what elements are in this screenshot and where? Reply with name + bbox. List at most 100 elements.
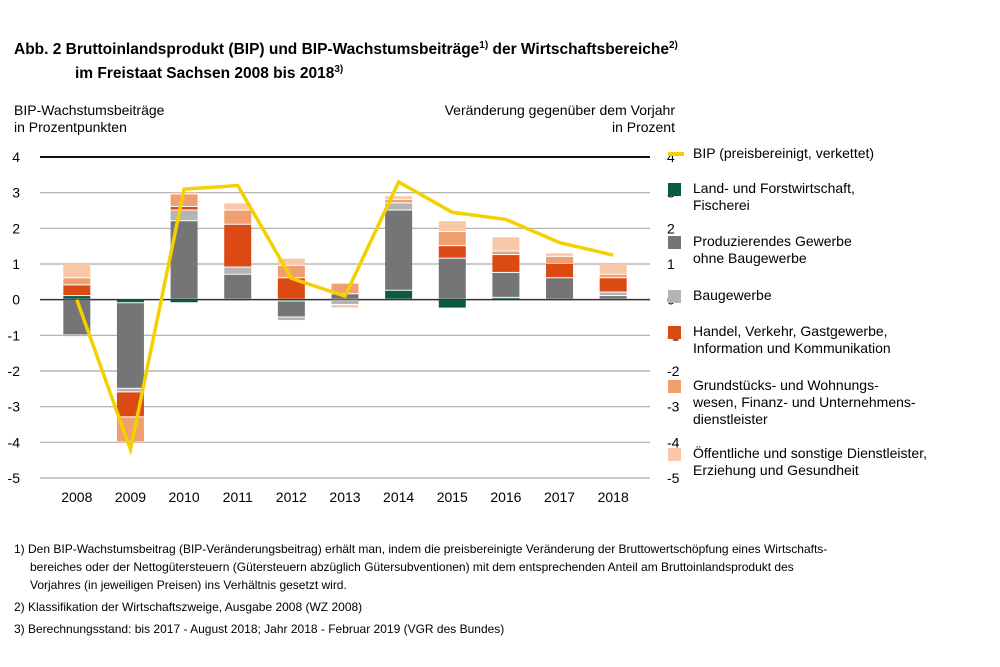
y-tick-label-left: -1 xyxy=(8,327,21,343)
x-tick-label: 2008 xyxy=(61,489,92,505)
bar-segment xyxy=(546,256,574,263)
legend-label: Handel, Verkehr, Gastgewerbe, xyxy=(693,323,888,339)
bar-segment xyxy=(599,264,627,274)
bar-segment xyxy=(438,221,466,231)
y-tick-label-left: -5 xyxy=(8,470,21,486)
legend-label: Information und Kommunikation xyxy=(693,340,891,356)
footnote: 2) Klassifikation der Wirtschaftszweige,… xyxy=(14,600,363,614)
legend-label: Erziehung und Gesundheit xyxy=(693,462,859,478)
y-axis-left-label: BIP-Wachstumsbeiträge in Prozentpunkten xyxy=(14,102,165,135)
bar-segment xyxy=(63,285,91,296)
bar-segment xyxy=(224,267,252,274)
bar-segment xyxy=(170,206,198,210)
bar-segment xyxy=(385,290,413,299)
bar-segment xyxy=(331,305,359,308)
footnote: Vorjahres (in jeweiligen Preisen) ins Ve… xyxy=(30,578,347,592)
x-tick-label: 2010 xyxy=(169,489,200,505)
x-tick-label: 2014 xyxy=(383,489,414,505)
bar-segment xyxy=(385,199,413,203)
bar-segment xyxy=(116,303,144,388)
y-tick-label-left: 3 xyxy=(12,185,20,201)
footnote: 1) Den BIP-Wachstumsbeitrag (BIP-Verände… xyxy=(14,542,828,556)
chart-plot: -5-5-4-4-3-3-2-2-1-100112233442008200920… xyxy=(8,149,680,505)
bar-segment xyxy=(492,297,520,299)
bar-segment xyxy=(599,296,627,299)
y-tick-label-left: -3 xyxy=(8,399,21,415)
legend-label: Baugewerbe xyxy=(693,287,772,303)
bar-segment xyxy=(116,388,144,392)
legend-label: dienstleister xyxy=(693,411,768,427)
y-tick-label-right: -2 xyxy=(667,363,680,379)
bar-segment xyxy=(277,265,305,278)
y-tick-label-right: 2 xyxy=(667,220,675,236)
y-axis-right-label: Veränderung gegenüber dem Vorjahr in Proz… xyxy=(444,102,675,135)
legend-label: wesen, Finanz- und Unternehmens- xyxy=(693,394,916,410)
y-tick-label-right: -5 xyxy=(667,470,680,486)
bar-segment xyxy=(224,203,252,210)
legend-label: Öffentliche und sonstige Dienstleister, xyxy=(693,445,927,461)
bar-segment xyxy=(438,299,466,308)
bar-segment xyxy=(63,264,91,278)
y-tick-label-right: 4 xyxy=(667,149,675,165)
bar-segment xyxy=(331,299,359,305)
bar-segment xyxy=(385,210,413,290)
legend-swatch xyxy=(668,326,681,339)
x-tick-label: 2009 xyxy=(115,489,146,505)
bar-segment xyxy=(170,210,198,221)
bar-segment xyxy=(438,246,466,258)
legend-swatch xyxy=(668,183,681,196)
bar-segment xyxy=(63,335,91,337)
x-tick-label: 2018 xyxy=(598,489,629,505)
y-tick-label-right: 1 xyxy=(667,256,675,272)
y-tick-label-left: 1 xyxy=(12,256,20,272)
bar-segment xyxy=(277,301,305,317)
legend-label: Grundstücks- und Wohnungs- xyxy=(693,377,879,393)
x-tick-label: 2016 xyxy=(490,489,521,505)
bar-segment xyxy=(599,274,627,278)
footnote: 3) Berechnungsstand: bis 2017 - August 2… xyxy=(14,622,505,636)
legend-label: Land- und Forstwirtschaft, xyxy=(693,180,855,196)
legend-swatch xyxy=(668,448,681,461)
legend-label: BIP (preisbereinigt, verkettet) xyxy=(693,145,875,161)
x-tick-label: 2017 xyxy=(544,489,575,505)
bar-segment xyxy=(331,283,359,294)
footnote: bereiches oder der Nettogütersteuern (Gü… xyxy=(30,560,794,574)
bar-segment xyxy=(63,296,91,299)
x-tick-label: 2013 xyxy=(329,489,360,505)
x-tick-label: 2011 xyxy=(223,489,253,505)
legend-swatch xyxy=(668,236,681,249)
bar-segment xyxy=(546,253,574,256)
bar-segment xyxy=(63,278,91,285)
x-tick-label: 2015 xyxy=(437,489,468,505)
bar-segment xyxy=(277,278,305,299)
bar-segment xyxy=(385,196,413,199)
bar-segment xyxy=(438,258,466,299)
y-tick-label-right: -3 xyxy=(667,399,680,415)
legend-label: Fischerei xyxy=(693,197,750,213)
chart-title-line1: Abb. 2 Bruttoinlandsprodukt (BIP) und BI… xyxy=(14,40,678,59)
bar-segment xyxy=(277,299,305,301)
legend-label: ohne Baugewerbe xyxy=(693,250,807,266)
legend-item: Öffentliche und sonstige Dienstleister, E… xyxy=(668,445,927,479)
y-tick-label-left: -2 xyxy=(8,363,21,379)
bar-segment xyxy=(385,203,413,210)
bar-segment xyxy=(546,278,574,299)
bar-segment xyxy=(277,317,305,321)
bar-segment xyxy=(170,299,198,303)
legend-label: Produzierendes Gewerbe xyxy=(693,233,852,249)
bar-segment xyxy=(116,299,144,303)
y-tick-label-left: 0 xyxy=(12,292,20,308)
bip-line xyxy=(75,179,614,456)
bar-segment xyxy=(224,224,252,267)
legend-line-swatch xyxy=(668,152,684,156)
x-tick-label: 2012 xyxy=(276,489,307,505)
bar-segment xyxy=(224,210,252,224)
bar-segment xyxy=(599,292,627,296)
y-tick-label-left: 2 xyxy=(12,220,20,236)
legend-item: Handel, Verkehr, Gastgewerbe, Information… xyxy=(668,323,891,357)
legend-item: Baugewerbe xyxy=(668,287,772,304)
bar-segment xyxy=(438,231,466,246)
chart-title-line2: im Freistaat Sachsen 2008 bis 20183) xyxy=(75,64,344,83)
legend-item: Land- und Forstwirtschaft, Fischerei xyxy=(668,180,855,214)
